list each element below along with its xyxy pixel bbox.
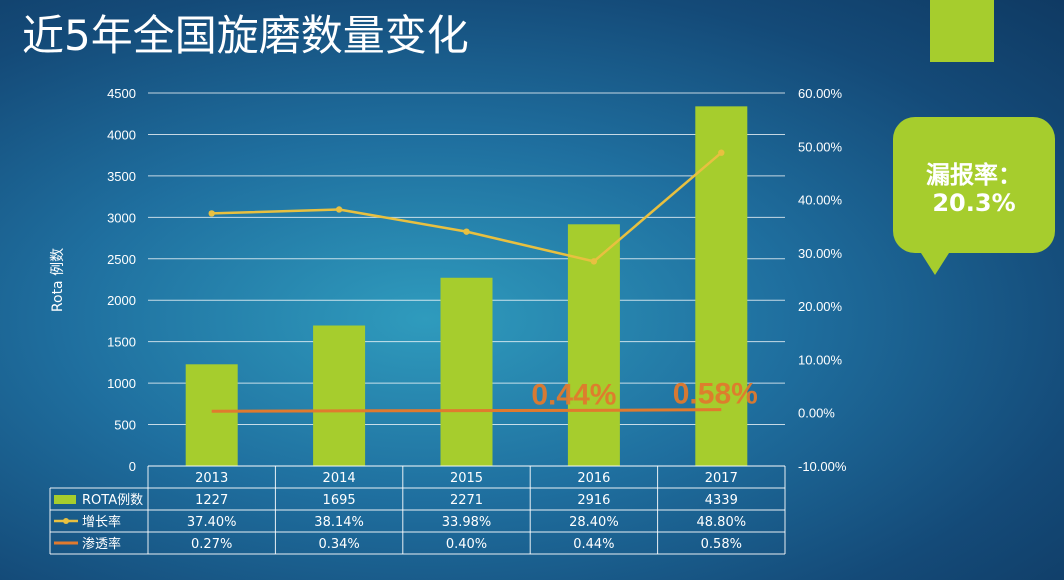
y-axis-left: 0 500 1000 1500 2000 2500 3000 3500 4000 4500 [107,86,136,474]
legend-key-dot [63,518,69,524]
y2-tick-label: 30.00% [798,246,843,261]
y2-tick-label: 50.00% [798,139,843,154]
x-tick-label: 2014 [323,471,356,486]
callout-bubble: 漏报率： 20.3% [893,117,1055,275]
line-point [208,210,215,217]
line-point [335,206,343,213]
y-tick-label: 4000 [107,127,136,142]
table-cell: 28.40% [569,515,619,530]
x-tick-label: 2015 [450,471,483,486]
callout-label: 漏报率： [926,161,1022,189]
annotation-label: 0.44% [531,378,616,411]
bar [695,106,748,467]
x-tick-label: 2016 [577,471,610,486]
annotations: 0.44% 0.58% [531,378,757,412]
y-tick-label: 500 [114,418,136,433]
y2-tick-label: -10.00% [798,459,847,474]
page-title: 近5年全国旋磨数量变化 [22,11,469,60]
table-cell: 48.80% [697,515,747,530]
y2-tick-label: 60.00% [798,86,843,101]
legend-label: 增长率 [82,514,121,530]
y-axis-label: Rota 例数 [50,248,66,312]
y-tick-label: 1000 [107,376,136,391]
y2-tick-label: 20.00% [798,299,843,314]
line-point [718,149,725,156]
y-tick-label: 3000 [107,210,136,225]
bar [440,277,493,466]
annotation-label: 0.58% [673,378,758,411]
x-tick-label: 2013 [195,471,228,486]
table-cell: 0.27% [191,537,232,552]
table-cell: 2916 [577,493,610,508]
legend-key [54,495,76,504]
decorative-corner-block [930,0,994,62]
series-line [211,408,722,413]
y-tick-label: 3500 [107,169,136,184]
table-cell: 33.98% [442,515,492,530]
callout-value: 20.3% [932,189,1016,217]
table-cell: 1695 [323,493,356,508]
data-table: 2013 2014 2015 2016 2017 ROTA例数 1227 1695 2271 29… [49,465,786,555]
line-point [590,258,598,265]
table-cell: 4339 [705,493,738,508]
y-tick-label: 1500 [107,335,136,350]
y-axis-right: -10.00% 0.00% 10.00% 20.00% 30.00% 40.00% 50.0… [798,86,847,474]
table-cell: 1227 [195,493,228,508]
y-tick-label: 4500 [107,86,136,101]
y2-tick-label: 0.00% [798,406,835,421]
line-series [208,149,725,413]
y-tick-label: 0 [129,459,136,474]
bar [313,325,366,466]
table-cell: 0.44% [573,537,614,552]
table-cell: 0.34% [318,537,359,552]
legend-label: 渗透率 [82,536,121,552]
table-cell: 38.14% [314,515,364,530]
line-point [463,228,470,235]
y-tick-label: 2500 [107,252,136,267]
series-line [211,151,723,263]
table-cell: 0.58% [701,537,742,552]
y2-tick-label: 40.00% [798,193,843,208]
table-cell: 37.40% [187,515,237,530]
table-cell: 0.40% [446,537,487,552]
x-tick-label: 2017 [705,471,738,486]
bar [185,364,238,466]
table-cell: 2271 [450,493,483,508]
y2-tick-label: 10.00% [798,352,843,367]
y-tick-label: 2000 [107,293,136,308]
legend-label: ROTA例数 [82,493,143,508]
